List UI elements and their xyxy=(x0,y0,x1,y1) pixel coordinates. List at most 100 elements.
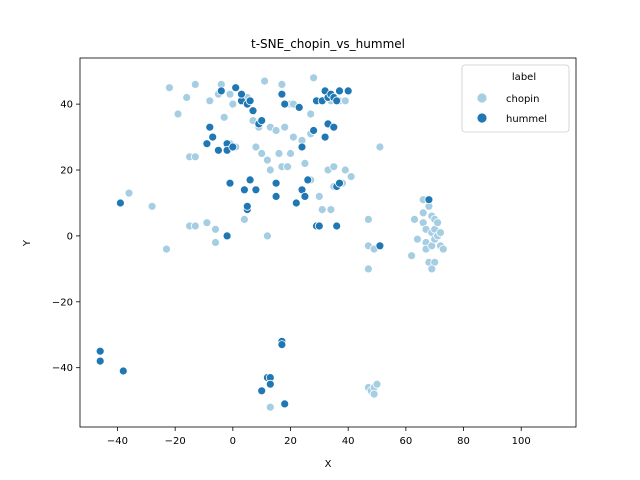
point-chopin-5 xyxy=(309,73,319,83)
point-hummel-55 xyxy=(95,356,105,366)
point-hummel-42 xyxy=(303,175,313,185)
point-hummel-5 xyxy=(245,96,255,106)
x-tick-label: −20 xyxy=(165,436,186,447)
point-chopin-89 xyxy=(438,244,448,254)
point-chopin-3 xyxy=(260,76,270,86)
point-chopin-53 xyxy=(211,238,220,247)
point-hummel-26 xyxy=(205,122,215,132)
point-chopin-39 xyxy=(283,162,293,172)
point-chopin-32 xyxy=(251,142,261,152)
y-tick-label: −20 xyxy=(52,297,73,308)
point-chopin-19 xyxy=(219,112,229,122)
legend-box xyxy=(461,64,570,133)
point-chopin-68 xyxy=(410,214,419,224)
point-hummel-9 xyxy=(277,89,287,99)
point-hummel-10 xyxy=(280,99,290,109)
point-chopin-66 xyxy=(363,264,373,274)
x-tick-label: 40 xyxy=(342,436,355,447)
point-chopin-47 xyxy=(124,188,134,198)
legend-label-hummel: hummel xyxy=(506,114,547,125)
point-hummel-35 xyxy=(245,175,255,185)
legend: label chopin hummel xyxy=(461,64,570,133)
point-hummel-22 xyxy=(329,122,339,132)
legend-label-chopin: chopin xyxy=(506,94,539,105)
point-hummel-3 xyxy=(237,89,246,99)
y-tick-label: −40 xyxy=(52,363,73,374)
point-chopin-0 xyxy=(164,83,174,93)
point-hummel-41 xyxy=(300,191,310,201)
point-chopin-36 xyxy=(286,149,295,158)
point-hummel-63 xyxy=(280,399,290,409)
x-tick-label: 100 xyxy=(512,436,531,447)
point-chopin-25 xyxy=(288,132,298,142)
point-hummel-19 xyxy=(335,86,344,96)
point-chopin-94 xyxy=(265,402,275,412)
point-hummel-29 xyxy=(213,145,223,155)
point-hummel-28 xyxy=(202,139,212,149)
point-chopin-4 xyxy=(277,80,287,89)
point-hummel-27 xyxy=(208,132,218,142)
point-hummel-44 xyxy=(314,221,324,231)
point-chopin-99 xyxy=(369,389,379,399)
point-chopin-91 xyxy=(427,264,437,274)
point-hummel-25 xyxy=(297,142,307,152)
point-hummel-58 xyxy=(277,340,287,350)
point-hummel-11 xyxy=(294,103,304,112)
point-hummel-8 xyxy=(257,116,267,125)
plot-frame xyxy=(79,57,577,428)
point-hummel-49 xyxy=(424,195,434,205)
y-tick-label: 0 xyxy=(67,231,73,242)
point-chopin-63 xyxy=(363,214,373,224)
point-chopin-9 xyxy=(182,93,192,102)
point-chopin-13 xyxy=(225,89,235,99)
point-chopin-59 xyxy=(317,205,327,215)
point-chopin-58 xyxy=(314,191,324,201)
point-chopin-51 xyxy=(202,218,212,228)
x-tick-label: 80 xyxy=(457,436,470,447)
point-hummel-18 xyxy=(332,96,342,106)
point-chopin-85 xyxy=(433,218,443,228)
point-hummel-33 xyxy=(225,178,235,188)
point-chopin-57 xyxy=(162,244,171,254)
point-hummel-59 xyxy=(257,386,267,396)
point-chopin-29 xyxy=(190,152,200,162)
point-chopin-35 xyxy=(274,149,284,158)
point-chopin-23 xyxy=(271,126,281,135)
point-chopin-69 xyxy=(412,234,422,244)
point-chopin-17 xyxy=(306,109,316,119)
point-hummel-37 xyxy=(271,191,281,201)
point-hummel-48 xyxy=(375,241,385,251)
point-hummel-38 xyxy=(271,178,281,188)
point-hummel-0 xyxy=(216,86,226,96)
point-chopin-48 xyxy=(147,201,157,211)
point-hummel-51 xyxy=(222,231,232,241)
legend-title: label xyxy=(512,72,536,83)
y-axis-ticks: −40 −20 0 20 40 xyxy=(52,100,80,374)
point-chopin-45 xyxy=(346,172,356,182)
point-hummel-20 xyxy=(343,86,353,96)
point-chopin-37 xyxy=(265,165,275,175)
point-hummel-23 xyxy=(309,126,319,135)
point-hummel-24 xyxy=(320,132,330,142)
point-hummel-62 xyxy=(265,379,275,389)
point-chopin-56 xyxy=(262,231,272,241)
point-chopin-10 xyxy=(173,109,183,119)
point-hummel-34 xyxy=(239,185,249,195)
point-hummel-36 xyxy=(251,185,261,195)
x-tick-label: 20 xyxy=(284,436,297,447)
point-hummel-53 xyxy=(242,201,252,211)
point-chopin-18 xyxy=(228,99,238,109)
point-hummel-1 xyxy=(231,83,241,93)
point-chopin-24 xyxy=(280,122,290,132)
legend-marker-hummel xyxy=(476,112,488,124)
data-points xyxy=(95,73,448,412)
point-chopin-67 xyxy=(407,251,417,261)
point-chopin-98 xyxy=(372,379,382,389)
point-hummel-6 xyxy=(248,106,258,116)
point-chopin-46 xyxy=(375,142,385,152)
x-axis-label: X xyxy=(325,459,332,470)
point-chopin-55 xyxy=(239,214,249,224)
point-chopin-50 xyxy=(190,221,200,231)
point-chopin-33 xyxy=(257,149,267,158)
point-hummel-54 xyxy=(95,346,105,356)
